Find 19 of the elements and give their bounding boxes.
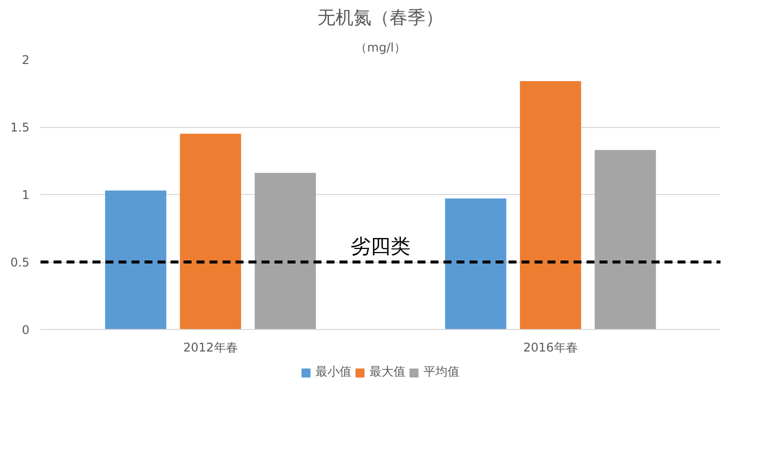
y-tick-label: 1.5 — [10, 120, 30, 134]
y-tick-label: 1 — [22, 188, 30, 202]
legend-label: 平均值 — [424, 364, 460, 380]
ref-line-label: 劣四类 — [350, 234, 410, 258]
bar — [180, 134, 242, 330]
x-tick-label: 2012年春 — [183, 340, 238, 354]
chart-title: 无机氮（春季） — [318, 8, 444, 28]
bar — [445, 198, 506, 330]
y-tick-label: 0 — [22, 323, 30, 337]
bar — [254, 172, 316, 330]
bar — [105, 190, 166, 330]
bar — [520, 81, 582, 330]
chart-subtitle: （mg/l） — [355, 40, 406, 54]
y-tick-label: 0.5 — [10, 256, 30, 270]
bar — [594, 150, 656, 330]
y-tick-label: 2 — [22, 53, 30, 67]
legend-label: 最大值 — [370, 364, 406, 380]
legend-label: 最小值 — [316, 364, 352, 380]
x-tick-label: 2016年春 — [523, 340, 578, 354]
